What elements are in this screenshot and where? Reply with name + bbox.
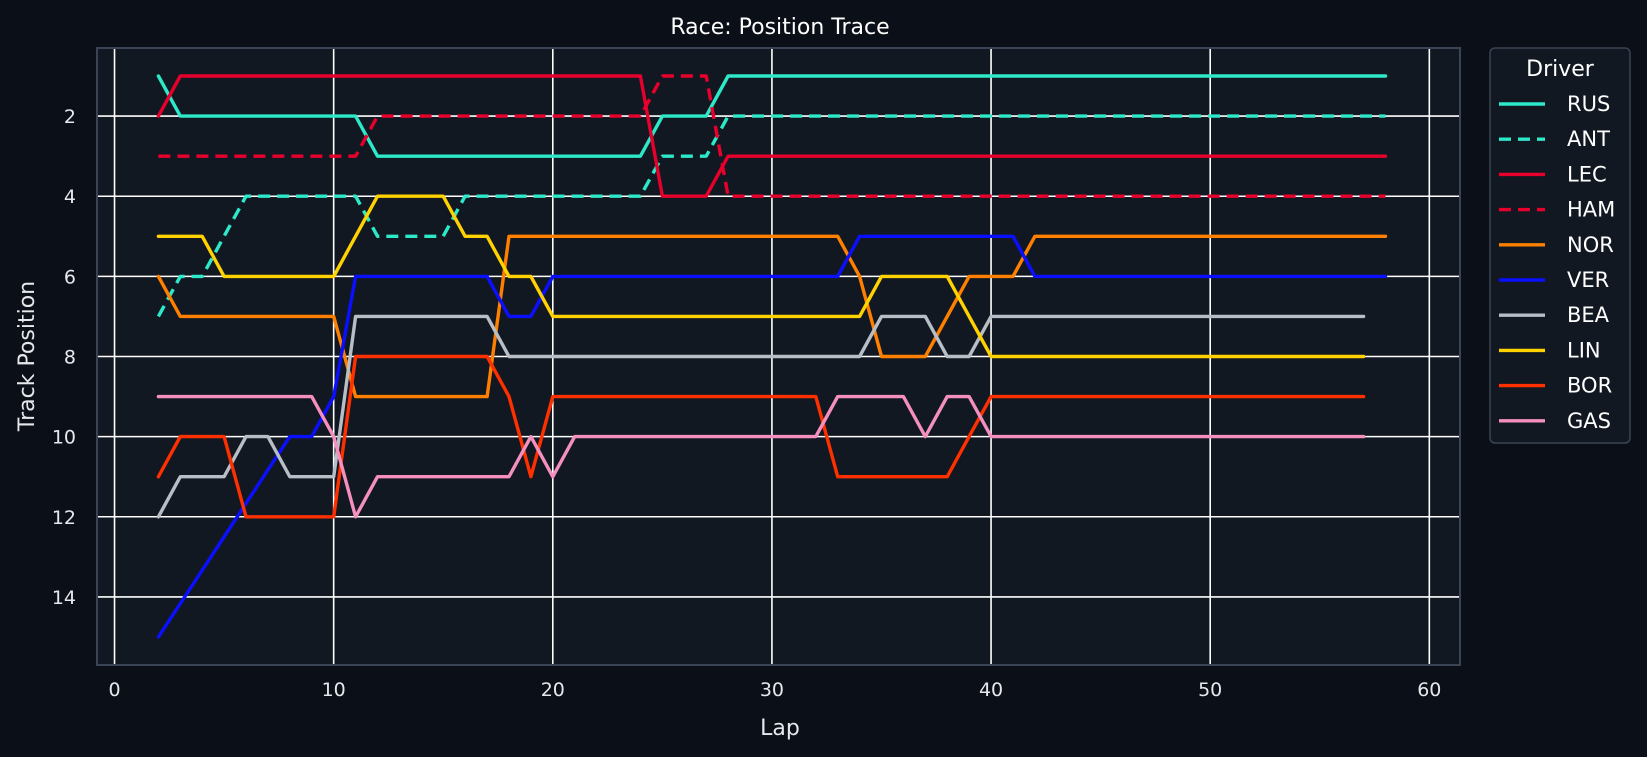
series-line-bea (156, 314, 1366, 519)
series-line-lec (156, 74, 1388, 198)
plot-frame (96, 47, 1461, 666)
y-tick-label: 4 (64, 186, 76, 208)
legend-label: ANT (1567, 127, 1610, 151)
y-tick-label: 14 (52, 587, 76, 609)
series-line-bor (156, 354, 1366, 519)
x-axis-label: Lap (760, 716, 800, 741)
legend-items: RUS ANT LEC HAM NOR VER BEA LIN BOR GAS (1499, 92, 1615, 433)
series-lines (156, 74, 1388, 639)
series-line-nor (156, 234, 1388, 399)
series-line-ant (156, 114, 1386, 318)
x-tick-label: 60 (1417, 679, 1441, 701)
legend-label: RUS (1567, 92, 1610, 116)
legend-label: GAS (1567, 409, 1611, 433)
legend-item-ver: VER (1499, 268, 1609, 292)
plot-area (96, 47, 1461, 666)
series-line-ver (156, 234, 1388, 639)
y-tick-label: 12 (52, 507, 76, 529)
legend-item-ham: HAM (1499, 198, 1615, 222)
legend-item-lec: LEC (1499, 162, 1607, 186)
series-line-lin (156, 194, 1366, 359)
x-tick-label: 10 (322, 679, 346, 701)
x-tick-label: 30 (760, 679, 784, 701)
x-axis-ticks: 0 10 20 30 40 50 60 (108, 679, 1441, 701)
legend-item-nor: NOR (1499, 233, 1614, 257)
chart-title: Race: Position Trace (670, 15, 889, 40)
y-axis-label: Track Position (15, 281, 40, 432)
legend-label: HAM (1567, 198, 1615, 222)
legend-label: BEA (1567, 303, 1610, 327)
legend-label: LIN (1567, 338, 1601, 362)
legend: Driver RUS ANT LEC HAM NOR VER BEA LIN BOR GAS (1489, 47, 1631, 444)
legend-label: LEC (1567, 162, 1607, 186)
legend-item-bor: BOR (1499, 374, 1612, 398)
x-tick-label: 50 (1198, 679, 1222, 701)
x-tick-label: 20 (541, 679, 565, 701)
legend-box (1489, 47, 1631, 444)
y-axis-ticks: 2 4 6 8 10 12 14 (52, 106, 76, 609)
y-tick-label: 2 (64, 106, 76, 128)
series-line-rus (156, 74, 1388, 158)
legend-item-gas: GAS (1499, 409, 1611, 433)
legend-item-lin: LIN (1499, 338, 1601, 362)
legend-item-ant: ANT (1499, 127, 1610, 151)
legend-title: Driver (1526, 57, 1595, 82)
y-tick-label: 8 (64, 347, 76, 369)
y-tick-label: 10 (52, 427, 76, 449)
y-tick-label: 6 (64, 266, 76, 288)
legend-label: BOR (1567, 374, 1612, 398)
legend-label: VER (1567, 268, 1609, 292)
x-tick-label: 0 (108, 679, 120, 701)
legend-label: NOR (1567, 233, 1614, 257)
legend-item-rus: RUS (1499, 92, 1610, 116)
x-tick-label: 40 (979, 679, 1003, 701)
legend-item-bea: BEA (1499, 303, 1610, 327)
series-line-gas (156, 394, 1366, 519)
